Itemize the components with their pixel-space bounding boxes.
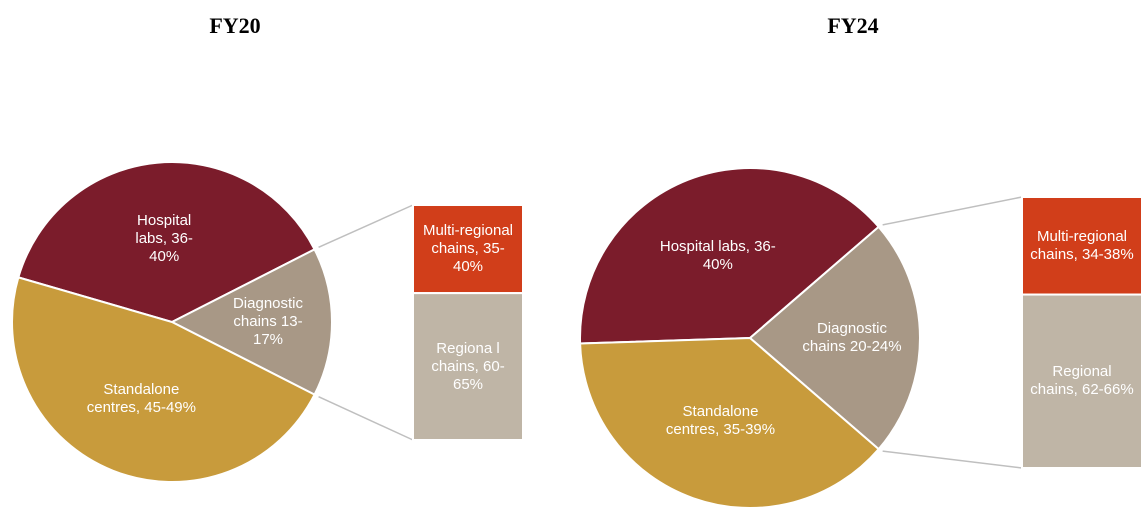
label-box: Multi-regional chains, 35-40%	[422, 222, 514, 276]
data-label: Diagnostic chains 13-17%	[232, 295, 304, 348]
label-box: Regional chains, 62-66%	[1030, 363, 1134, 399]
label-box: Diagnostic chains 13-17%	[232, 295, 304, 348]
data-label: Diagnostic chains 20-24%	[802, 320, 902, 355]
data-label: Standalone centres, 45-49%	[86, 381, 196, 417]
data-label: Hospital labs, 36-40%	[135, 212, 193, 266]
connector	[318, 395, 414, 441]
data-label: Regional chains, 62-66%	[1030, 363, 1134, 399]
label-box: Regiona l chains, 60-65%	[431, 339, 505, 393]
chart-title: FY20	[209, 13, 260, 38]
data-label: Multi-regional chains, 34-38%	[1030, 227, 1134, 263]
label-box: Hospital labs, 36-40%	[659, 237, 776, 273]
connector	[882, 450, 1023, 469]
bar-segment	[412, 292, 524, 441]
label-box: Multi-regional chains, 34-38%	[1030, 227, 1134, 263]
bar-segment	[1021, 293, 1142, 469]
data-label: Multi-regional chains, 35-40%	[422, 222, 514, 276]
pie-slice	[579, 167, 881, 345]
label-box: Standalone centres, 35-39%	[665, 403, 776, 439]
data-label: Hospital labs, 36-40%	[659, 237, 776, 273]
pie-slice	[17, 161, 316, 324]
data-label: Standalone centres, 35-39%	[665, 403, 776, 439]
pie-slice	[579, 336, 881, 509]
pie-slice	[748, 225, 921, 451]
pie-slice	[169, 248, 333, 396]
label-box: Hospital labs, 36-40%	[135, 212, 193, 266]
connector	[318, 204, 414, 249]
connector	[882, 196, 1023, 226]
label-box: Standalone centres, 45-49%	[86, 381, 196, 417]
data-label: Regiona l chains, 60-65%	[431, 339, 505, 393]
label-box: Diagnostic chains 20-24%	[802, 320, 902, 355]
chart-title: FY24	[827, 13, 878, 38]
pie-slice	[11, 276, 316, 483]
